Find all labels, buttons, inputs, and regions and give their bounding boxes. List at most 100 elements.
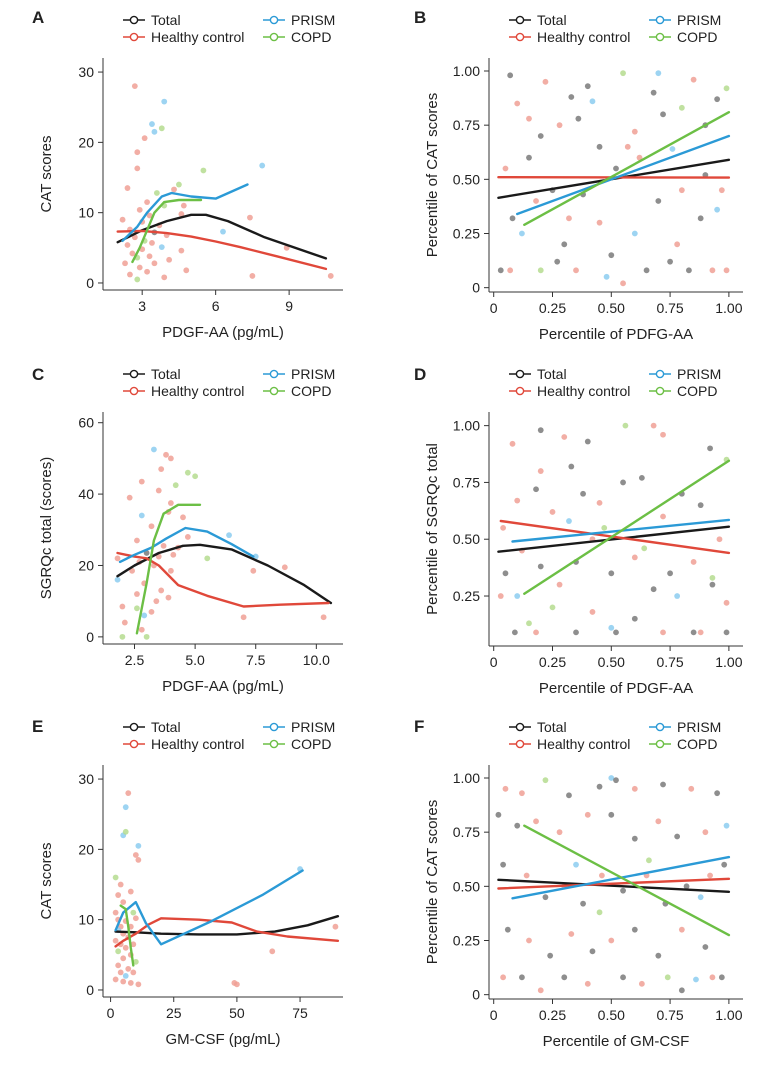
scatter-point [129, 567, 135, 574]
series-line-healthy-control [116, 229, 328, 271]
scatter-point [519, 230, 525, 237]
series-line-healthy-control [497, 877, 731, 890]
scatter-point [674, 833, 681, 840]
scatter-point [153, 598, 160, 605]
scatter-point [151, 128, 158, 135]
scatter-point [537, 267, 544, 274]
legend-label: Healthy control [151, 383, 244, 399]
legend-item-prism: PRISM [263, 366, 335, 382]
y-tick-label: 0.25 [453, 226, 480, 242]
x-tick-label: 0.75 [656, 300, 683, 316]
scatter-point [514, 593, 521, 599]
scatter-point [650, 89, 657, 96]
y-tick-label: 0.75 [453, 824, 480, 840]
scatter-point [620, 479, 626, 486]
scatter-point [130, 941, 137, 948]
legend-item-prism: PRISM [263, 719, 335, 735]
scatter-point [723, 267, 730, 274]
scatter-point [178, 211, 185, 217]
scatter-point [519, 790, 525, 797]
scatter-point [136, 206, 143, 213]
scatter-point [122, 804, 129, 811]
series-line-prism [516, 134, 731, 216]
scatter-point [192, 473, 199, 480]
y-axis-label: CAT scores [38, 843, 55, 920]
series-line-copd [523, 111, 731, 226]
scatter-point [631, 615, 638, 622]
scatter-point [573, 629, 579, 636]
scatter-point [122, 260, 128, 267]
scatter-point [537, 427, 544, 434]
legend-swatch-marker [655, 369, 665, 379]
legend-swatch-marker [129, 369, 139, 379]
panel-c: C 2.5 5.0 7.5 10.0 0 20 40 60 PDGF-AA (pg/mL) SGRQ… [32, 365, 343, 695]
scatter-points [497, 422, 731, 636]
y-tick-label: 10 [78, 912, 94, 928]
scatter-point [526, 620, 532, 627]
legend-label: Healthy control [151, 736, 244, 752]
scatter-point [667, 258, 673, 265]
y-tick-label: 10 [78, 205, 94, 221]
scatter-point [502, 785, 509, 792]
scatter-point [608, 775, 615, 781]
scatter-point [620, 887, 626, 894]
x-tick-label: 0.25 [539, 1007, 566, 1023]
x-axis-label: Percentile of PDFG-AA [539, 326, 693, 343]
scatter-point [709, 581, 716, 588]
y-tick-label: 0 [86, 629, 94, 645]
scatter-point [584, 980, 591, 987]
scatter-point [620, 280, 626, 287]
scatter-point [122, 828, 129, 835]
scatter-point [533, 486, 539, 493]
scatter-point [138, 626, 145, 633]
scatter-point [127, 888, 134, 895]
scatter-point [683, 883, 690, 890]
scatter-point [690, 629, 697, 636]
scatter-point [247, 214, 253, 221]
scatter-point [124, 185, 131, 191]
legend-label: PRISM [291, 719, 335, 735]
scatter-point [620, 70, 626, 77]
scatter-point [122, 944, 129, 951]
y-tick-label: 30 [78, 64, 94, 80]
scatter-point [165, 594, 172, 601]
x-axis-label: Percentile of PDGF-AA [539, 680, 693, 697]
scatter-point [523, 872, 530, 879]
legend-swatch-marker [515, 15, 525, 25]
scatter-point [537, 468, 544, 474]
scatter-point [660, 629, 666, 636]
panel-d: D 0 0.25 0.50 0.75 1.00 0.25 0.50 0.75 1.00 Percen… [414, 365, 743, 697]
scatter-point [497, 267, 504, 274]
legend-label: PRISM [291, 366, 335, 382]
scatter-point [180, 202, 187, 209]
scatter-point [134, 537, 140, 544]
scatter-point [112, 976, 119, 983]
scatter-points [116, 83, 334, 283]
scatter-point [120, 978, 127, 985]
scatter-point [608, 252, 615, 259]
legend-item-prism: PRISM [649, 12, 721, 28]
scatter-point [702, 829, 709, 836]
x-tick-label: 1.00 [715, 654, 742, 670]
scatter-point [714, 206, 721, 213]
series-line-total [497, 878, 731, 893]
scatter-point [497, 593, 504, 599]
legend-label: PRISM [677, 12, 721, 28]
scatter-point [638, 980, 645, 987]
scatter-point [667, 570, 673, 577]
x-tick-label: 0.50 [598, 1007, 625, 1023]
scatter-point [166, 256, 173, 263]
legend-item-healthy-control: Healthy control [123, 29, 244, 45]
x-tick-label: 0.25 [539, 300, 566, 316]
scatter-point [584, 811, 591, 818]
x-tick-label: 25 [166, 1005, 182, 1021]
y-tick-label: 0.25 [453, 588, 480, 604]
scatter-point [568, 463, 575, 470]
scatter-point [660, 513, 666, 520]
legend-item-copd: COPD [263, 383, 331, 399]
y-tick-label: 0 [86, 982, 94, 998]
x-tick-label: 1.00 [715, 300, 742, 316]
scatter-point [158, 244, 165, 251]
scatter-point [126, 494, 133, 501]
scatter-point [655, 818, 662, 825]
